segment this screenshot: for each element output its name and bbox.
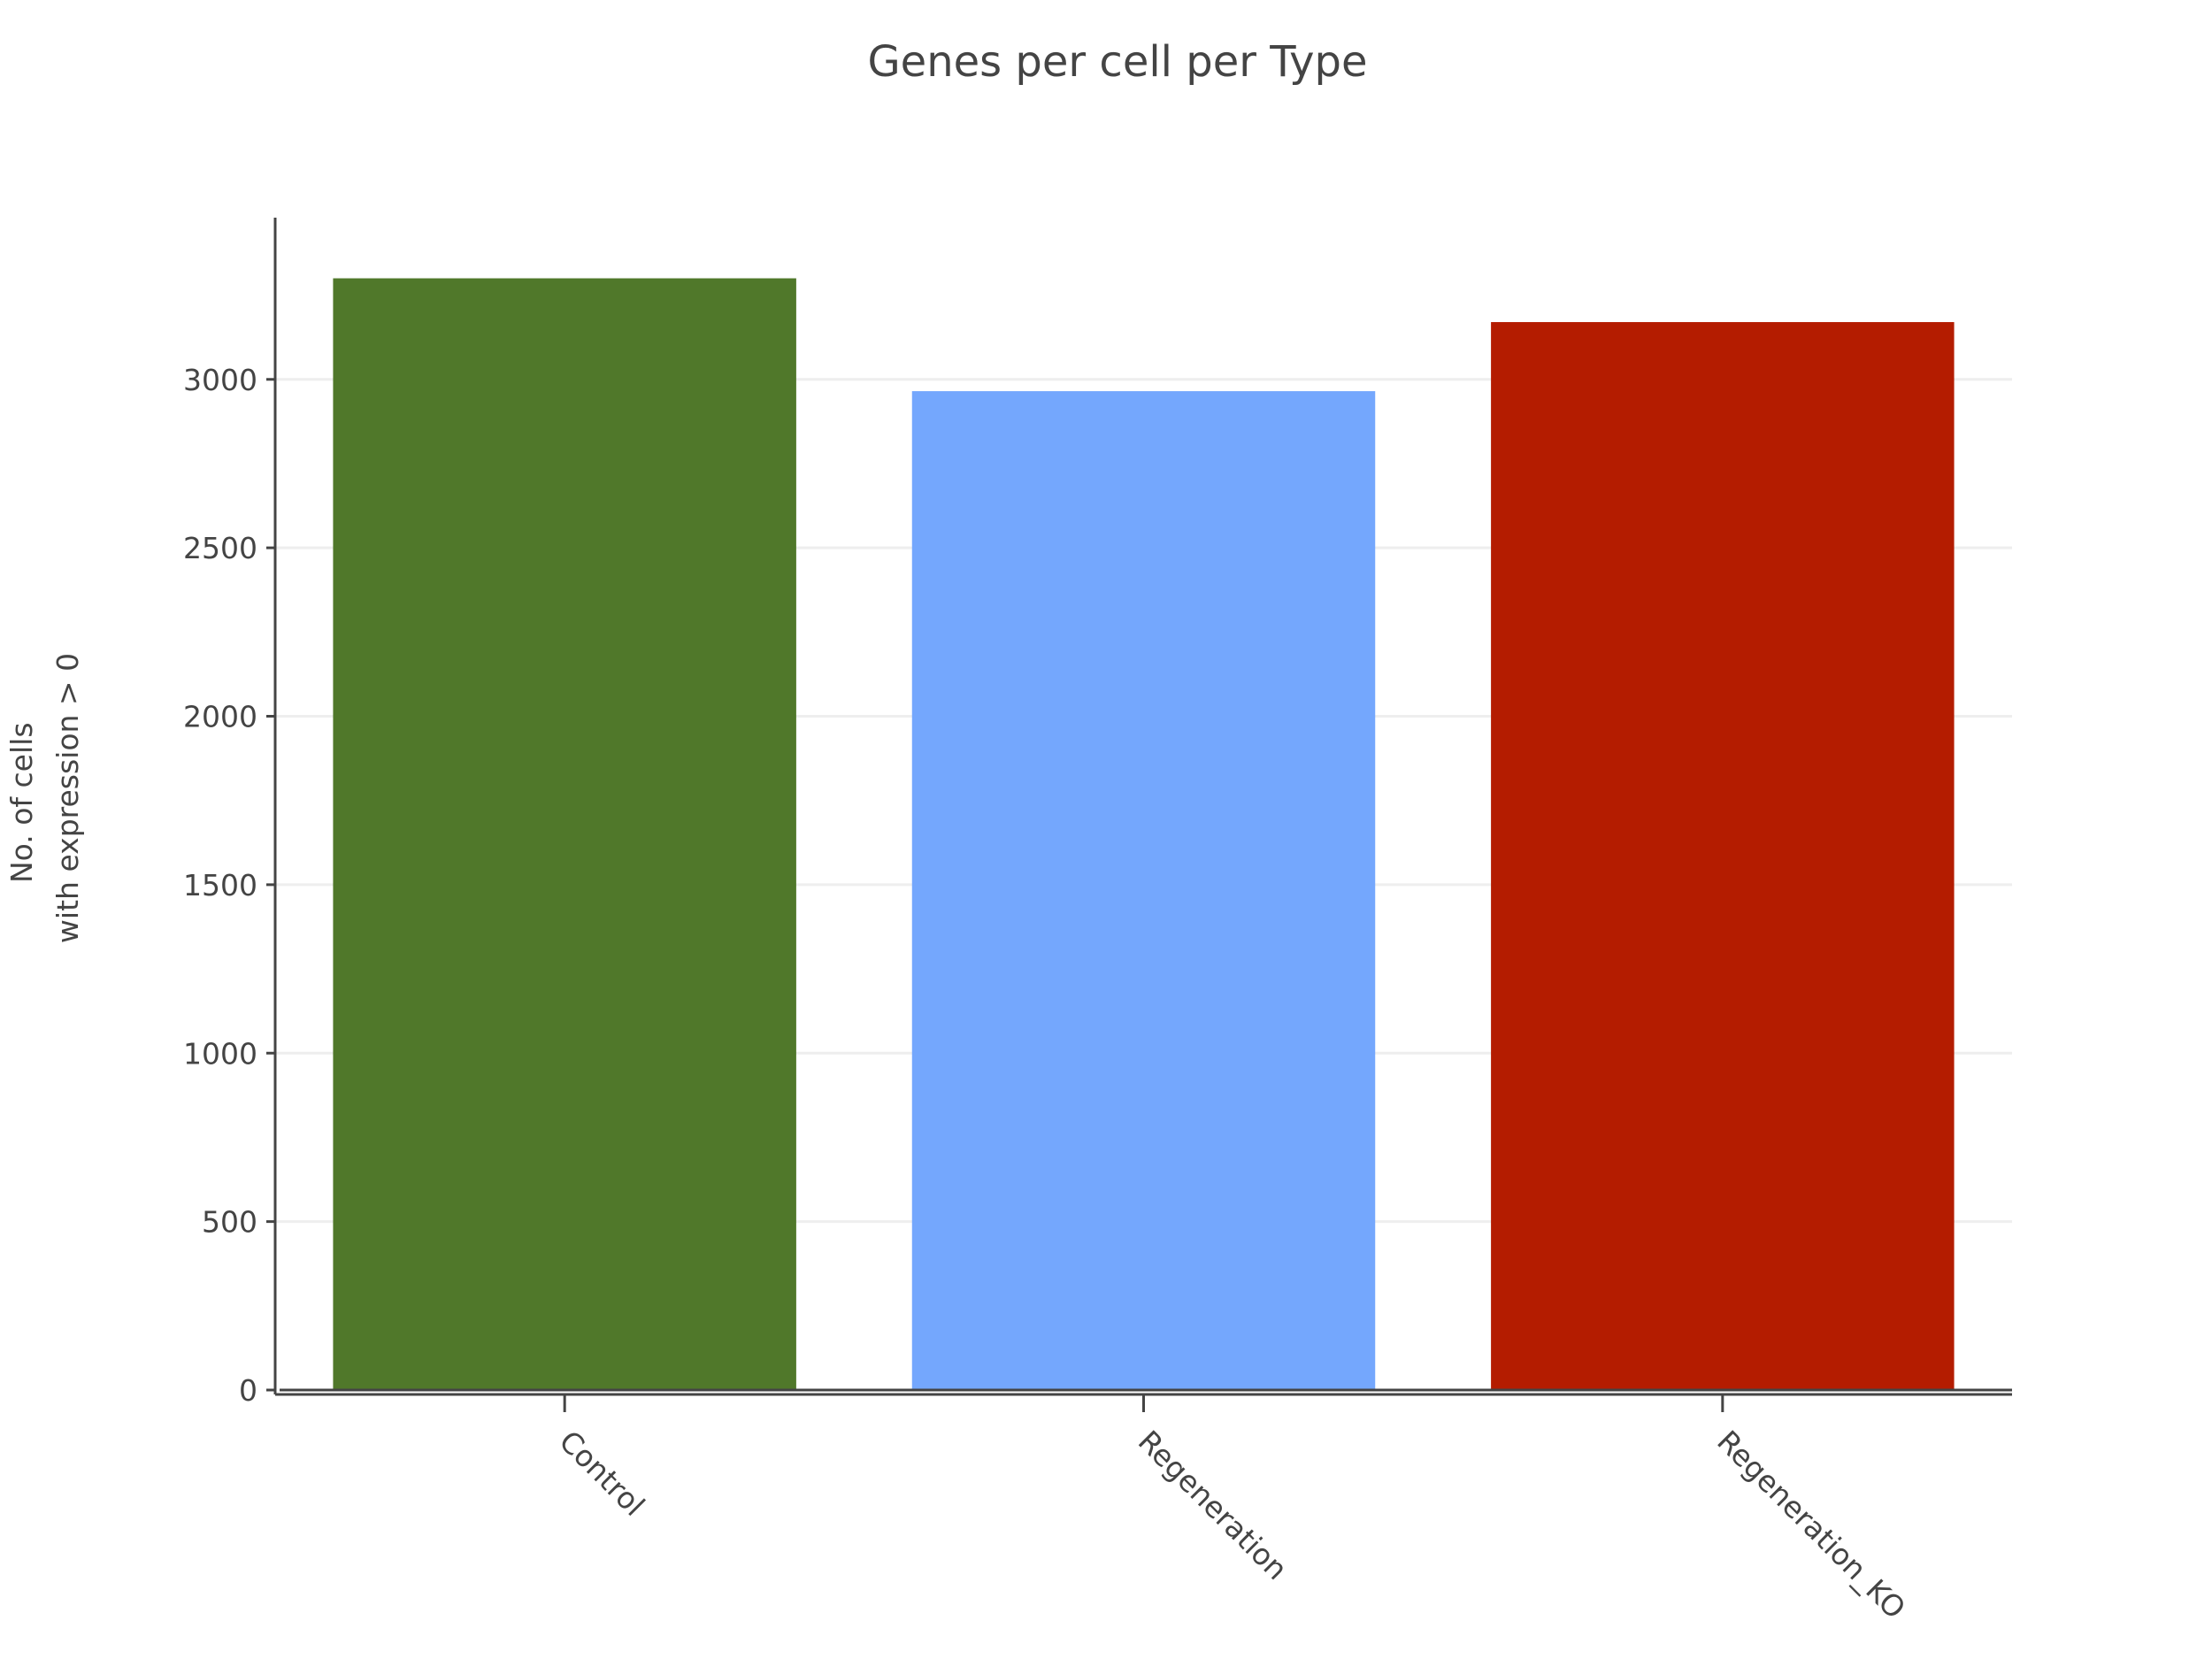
bar-regeneration [911, 391, 1376, 1391]
y-tick-labels: 0 500 1000 1500 2000 2500 3000 [183, 363, 275, 1408]
bars [333, 278, 1955, 1391]
bar-control [333, 278, 796, 1391]
y-axis-label-line-2: with expression > 0 [50, 653, 85, 943]
y-tick-label-500: 500 [202, 1205, 257, 1240]
bar-regeneration-ko [1491, 322, 1955, 1390]
chart-title: Genes per cell per Type [867, 37, 1367, 87]
y-axis-label-line-1: No. of cells [4, 722, 39, 883]
y-tick-label-2500: 2500 [183, 531, 257, 565]
y-axis-label: No. of cells with expression > 0 [4, 653, 85, 943]
y-tick-label-1000: 1000 [183, 1036, 257, 1071]
y-tick-label-2000: 2000 [183, 700, 257, 734]
y-tick-label-1500: 1500 [183, 868, 257, 902]
y-tick-label-3000: 3000 [183, 363, 257, 397]
y-tick-label-0: 0 [239, 1373, 257, 1408]
